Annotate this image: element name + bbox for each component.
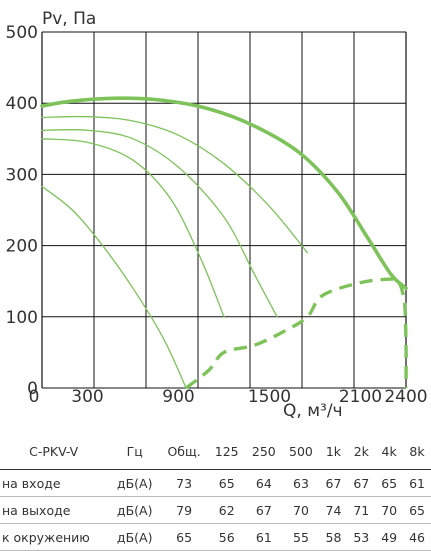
noise-table-header: C-PKV-V Гц Общ. 125 250 500 1k 2k 4k 8k (0, 434, 431, 470)
y-tick-label: 200 (6, 237, 38, 257)
table-cell: 58 (319, 523, 348, 551)
x-axis-title: Q, м³/ч (283, 401, 343, 421)
table-cell: 61 (245, 523, 283, 551)
table-column-header: 250 (245, 434, 283, 470)
y-tick-label: 400 (6, 94, 38, 114)
table-cell: 71 (347, 496, 376, 524)
table-cell: 65 (403, 496, 431, 524)
table-cell: на выходе (0, 496, 110, 524)
y-tick-label: 100 (6, 308, 38, 328)
table-cell: 67 (245, 496, 283, 524)
table-cell: 64 (245, 469, 283, 497)
table-cell: к окружению (0, 523, 110, 551)
y-tick-label: 300 (6, 165, 38, 185)
x-tick-label: 1500 (248, 387, 291, 407)
noise-table-body: на входе дБ(A) 73 65 64 63 67 67 65 61 на выходе дБ… (0, 469, 431, 551)
x-tick-label: 2100 (339, 387, 382, 407)
fan-performance-chart: 0 100 200 300 400 500 0 300 900 1500 2100 2400 Pv,… (6, 9, 428, 421)
table-cell: 79 (160, 496, 209, 524)
table-cell: 65 (375, 469, 404, 497)
speed-curve-4 (41, 185, 187, 389)
table-cell: 46 (403, 523, 431, 551)
min-operating-limit-curve (185, 276, 408, 390)
table-cell: 65 (208, 469, 246, 497)
y-tick-label: 0 (27, 379, 38, 399)
table-model-header: C-PKV-V (0, 434, 110, 470)
noise-level-table: C-PKV-V Гц Общ. 125 250 500 1k 2k 4k 8k на входе д… (0, 434, 431, 551)
table-column-header: 2k (347, 434, 376, 470)
y-axis-ticks: 0 100 200 300 400 500 (6, 23, 38, 399)
table-row: к окружению дБ(A) 65 56 61 55 58 53 49 46 (0, 523, 431, 551)
table-cell: 74 (319, 496, 348, 524)
table-cell: дБ(A) (109, 496, 161, 524)
x-tick-label: 900 (162, 387, 194, 407)
table-cell: на входе (0, 469, 110, 497)
table-cell: 53 (347, 523, 376, 551)
speed-curve-3 (41, 138, 225, 318)
speed-curve-2 (41, 128, 278, 318)
chart-curves (40, 96, 408, 390)
max-pressure-curve (40, 96, 408, 291)
x-tick-label: 300 (71, 387, 103, 407)
table-column-header: Гц (109, 434, 161, 470)
table-row: на выходе дБ(A) 79 62 67 70 74 71 70 65 (0, 496, 431, 524)
table-column-header: 4k (375, 434, 404, 470)
table-row: на входе дБ(A) 73 65 64 63 67 67 65 61 (0, 469, 431, 497)
table-cell: 49 (375, 523, 404, 551)
table-column-header: 8k (403, 434, 431, 470)
x-axis-ticks: 0 300 900 1500 2100 2400 (29, 387, 428, 407)
table-cell: 56 (208, 523, 246, 551)
table-cell: 63 (282, 469, 320, 497)
x-tick-label: 2400 (384, 387, 427, 407)
x-tick-label: 0 (29, 387, 40, 407)
table-cell: 62 (208, 496, 246, 524)
y-tick-label: 500 (6, 23, 38, 43)
table-cell: 61 (403, 469, 431, 497)
table-cell: 65 (160, 523, 209, 551)
table-cell: 70 (282, 496, 320, 524)
speed-curve-1 (41, 115, 309, 254)
table-column-header: 125 (208, 434, 246, 470)
table-cell: 70 (375, 496, 404, 524)
table-column-header: 1k (319, 434, 348, 470)
table-cell: 55 (282, 523, 320, 551)
table-cell: дБ(A) (109, 469, 161, 497)
table-cell: 67 (347, 469, 376, 497)
y-axis-title: Pv, Па (42, 9, 96, 29)
table-cell: 67 (319, 469, 348, 497)
table-cell: дБ(A) (109, 523, 161, 551)
table-column-header: Общ. (160, 434, 209, 470)
table-cell: 73 (160, 469, 209, 497)
table-column-header: 500 (282, 434, 320, 470)
